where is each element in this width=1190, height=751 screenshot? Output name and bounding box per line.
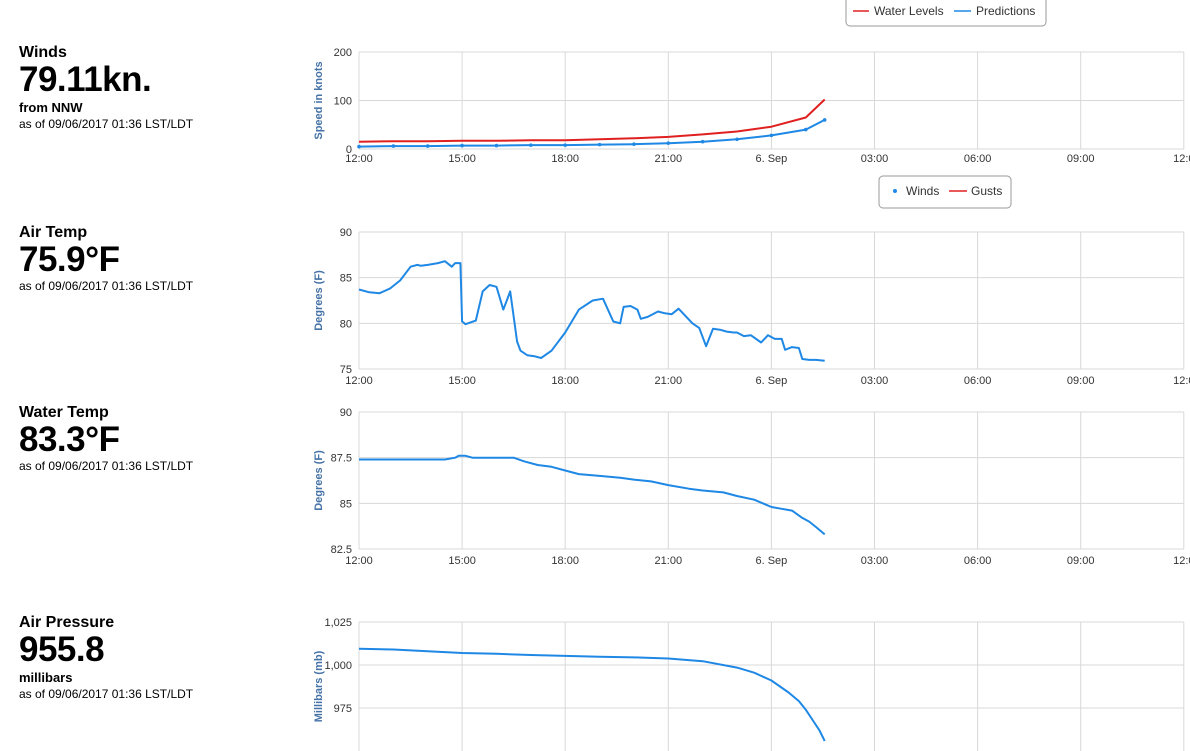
air-pressure-unit: millibars <box>19 670 73 685</box>
water-temp-value: 83.3°F <box>19 420 120 459</box>
x-tick-label: 21:00 <box>655 153 683 165</box>
x-tick-label: 6. Sep <box>755 555 787 567</box>
x-tick-label: 12:00 <box>345 375 373 387</box>
x-tick-label: 15:00 <box>448 375 476 387</box>
x-tick-label: 09:00 <box>1067 555 1095 567</box>
x-tick-label: 6. Sep <box>755 153 787 165</box>
winds-point <box>735 137 739 142</box>
air-temp-value: 75.9°F <box>19 240 120 279</box>
x-tick-label: 06:00 <box>964 153 992 165</box>
winds-point <box>357 144 361 149</box>
air-pressure-asof: as of 09/06/2017 01:36 LST/LDT <box>19 687 194 701</box>
winds-legend <box>878 175 1012 209</box>
y-tick-label: 80 <box>340 318 352 330</box>
y-tick-label: 85 <box>340 498 352 510</box>
x-tick-label: 15:00 <box>448 555 476 567</box>
y-axis-title: Millibars (mb) <box>313 650 325 722</box>
air-pressure-title: Air Pressure <box>19 614 115 631</box>
x-tick-label: 15:00 <box>448 153 476 165</box>
legend-winds-label: Winds <box>906 184 939 198</box>
y-tick-label: 1,000 <box>324 660 352 672</box>
winds-value: 79.11kn. <box>19 60 152 99</box>
y-tick-label: 85 <box>340 273 352 285</box>
winds-stat: Winds 79.11kn. from NNW as of 09/06/2017… <box>19 44 193 132</box>
water-level-legend <box>845 0 1047 27</box>
water-temp-stat: Water Temp 83.3°F as of 09/06/2017 01:36… <box>19 404 193 474</box>
winds-point <box>529 143 533 147</box>
y-tick-label: 0 <box>346 144 352 156</box>
winds-point <box>391 144 396 148</box>
water-temp-asof: as of 09/06/2017 01:36 LST/LDT <box>19 459 194 473</box>
air-temp-title: Air Temp <box>19 224 88 241</box>
winds-point <box>563 143 567 147</box>
x-tick-label: 06:00 <box>964 375 992 387</box>
winds-series-gusts <box>358 98 826 143</box>
y-axis-title: Degrees (F) <box>313 270 325 331</box>
y-tick-label: 82.5 <box>331 544 352 556</box>
x-tick-label: 03:00 <box>861 375 889 387</box>
winds-title: Winds <box>19 44 67 61</box>
air-temp-series-line <box>358 260 825 362</box>
y-tick-label: 87.5 <box>331 453 352 465</box>
winds-point <box>769 133 774 138</box>
winds-point <box>803 127 808 132</box>
y-tick-label: 1,025 <box>324 617 352 629</box>
y-tick-label: 90 <box>340 227 352 239</box>
winds-point <box>597 142 602 147</box>
y-axis-title: Speed in knots <box>313 61 325 139</box>
winds-point <box>666 141 671 145</box>
winds-point <box>822 118 827 122</box>
winds-point <box>460 143 464 148</box>
x-tick-label: 12:00 <box>345 153 373 165</box>
winds-point <box>494 143 499 148</box>
air-temp-stat: Air Temp 75.9°F as of 09/06/2017 01:36 L… <box>19 224 193 294</box>
winds-point <box>425 144 430 148</box>
x-tick-label: 12:00 <box>345 555 373 567</box>
air-temp-asof: as of 09/06/2017 01:36 LST/LDT <box>19 279 194 293</box>
winds-point <box>632 142 636 146</box>
legend-winds-marker <box>893 189 897 193</box>
x-tick-label: 06:00 <box>964 555 992 567</box>
water-temp-series-line <box>359 454 826 536</box>
y-tick-label: 100 <box>334 96 352 108</box>
x-tick-label: 09:00 <box>1067 153 1095 165</box>
legend-water-levels-label: Water Levels <box>874 4 944 18</box>
x-tick-label: 03:00 <box>861 153 889 165</box>
winds-asof: as of 09/06/2017 01:36 LST/LDT <box>19 117 194 131</box>
water-temp-title: Water Temp <box>19 404 109 421</box>
winds-series-winds <box>358 119 826 148</box>
x-tick-label: 6. Sep <box>755 375 787 387</box>
x-tick-label: 12:0 <box>1173 555 1190 567</box>
air-pressure-stat: Air Pressure 955.8 millibars as of 09/06… <box>19 614 193 702</box>
y-tick-label: 975 <box>334 703 352 715</box>
legend-predictions-label: Predictions <box>976 4 1035 18</box>
winds-direction: from NNW <box>19 100 83 115</box>
x-tick-label: 18:00 <box>551 555 579 567</box>
y-tick-label: 200 <box>334 47 352 59</box>
x-tick-label: 18:00 <box>551 375 579 387</box>
x-tick-label: 12:0 <box>1173 153 1190 165</box>
x-tick-label: 03:00 <box>861 555 889 567</box>
air-pressure-value: 955.8 <box>19 630 105 669</box>
legend-gusts-label: Gusts <box>971 184 1002 198</box>
air-pressure-series-line <box>358 647 826 742</box>
x-tick-label: 09:00 <box>1067 375 1095 387</box>
y-tick-label: 90 <box>340 407 352 419</box>
winds-point <box>700 139 705 144</box>
y-axis-title: Degrees (F) <box>313 450 325 511</box>
y-tick-label: 75 <box>340 364 352 376</box>
x-tick-label: 21:00 <box>655 375 683 387</box>
x-tick-label: 21:00 <box>655 555 683 567</box>
x-tick-label: 12:0 <box>1173 375 1190 387</box>
x-tick-label: 18:00 <box>551 153 579 165</box>
